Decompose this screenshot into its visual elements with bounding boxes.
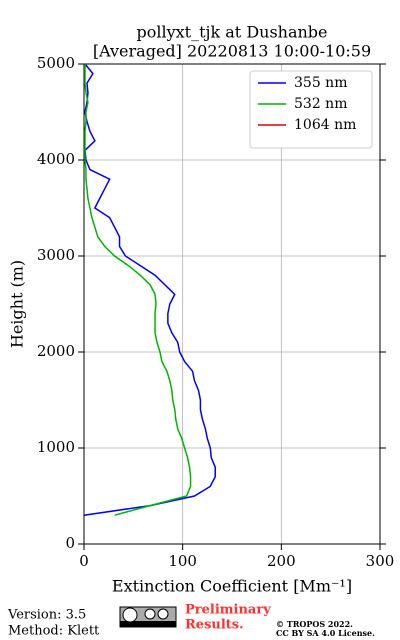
copyright: © TROPOS 2022.: [276, 619, 353, 629]
y-tick-label: 0: [65, 534, 75, 552]
y-tick-label: 1000: [37, 438, 75, 456]
preliminary: Results.: [185, 618, 244, 633]
legend-frame: [249, 70, 373, 149]
data-line: [83, 63, 216, 516]
x-tick-label: 200: [267, 552, 296, 570]
y-tick-label: 3000: [37, 246, 75, 264]
y-axis-label: Height (m): [8, 260, 27, 348]
x-tick-label: 0: [79, 552, 89, 570]
version: Version: 3.5: [7, 608, 86, 623]
x-tick-label: 100: [168, 552, 197, 570]
legend-label: 532 nm: [294, 96, 347, 112]
y-tick-label: 4000: [37, 150, 75, 168]
license: CC BY SA 4.0 License.: [276, 628, 375, 638]
chart-title: pollyxt_tjk at Dushanbe: [136, 23, 327, 42]
y-tick-label: 2000: [37, 342, 75, 360]
legend: 355 nm 532 nm 1064 nm: [249, 70, 373, 149]
plot-frame: [83, 63, 381, 545]
preliminary: Preliminary: [185, 603, 271, 618]
chart-subtitle: [Averaged] 20220813 10:00-10:59: [93, 42, 371, 61]
method: Method: Klett: [8, 624, 100, 639]
legend-label: 355 nm: [294, 75, 347, 91]
data-line: [84, 64, 192, 516]
y-tick-label: 5000: [37, 54, 75, 72]
legend-label: 1064 nm: [294, 117, 356, 133]
cc-badge: [119, 606, 177, 628]
x-tick-label: 300: [366, 552, 395, 570]
x-axis-label: Extinction Coefficient [Mm⁻¹]: [112, 577, 352, 596]
